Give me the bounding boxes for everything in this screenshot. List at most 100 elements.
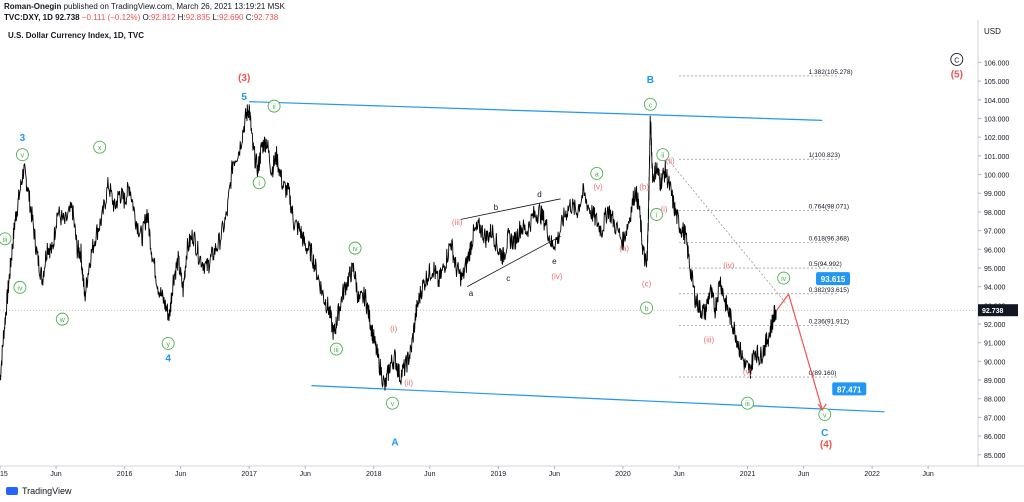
wave-label: e [552,257,557,266]
wave-label: (ii) [404,379,413,388]
wave-label: w [59,317,66,324]
wave-label-circle [818,407,832,421]
price-tick-label: 101.000 [984,154,1009,161]
price-tick-label: 90.000 [984,359,1006,366]
price-tick-label: 103.000 [984,116,1009,123]
channel-line [311,385,885,413]
last-price-badge-label: 92.738 [982,308,1004,315]
fib-level-label: 1(100.823) [809,152,840,159]
wave-label: 3 [20,133,26,144]
price-tick-label: 92.000 [984,322,1006,329]
wave-label: y [166,341,170,348]
wave-label-circle [0,232,12,246]
time-tick-label: 2017 [241,471,257,478]
price-tick-label: 94.000 [984,285,1006,292]
wave-label: v [21,153,25,160]
close-value: 92.738 [253,13,279,22]
wave-label: ii [661,153,665,160]
price-tick-label: 100.000 [984,173,1009,180]
wave-label: v [391,401,395,408]
chart-title: U.S. Dollar Currency Index, 1D, TVC [8,31,145,40]
fib-level-label: 0.5(94.992) [809,261,842,268]
wave-label-circle [348,241,362,255]
price-axis: 106.000 105.000 104.000 103.000 102.000 101.0… [977,20,1018,466]
wave-label: (iii) [452,218,463,227]
wave-label: ii [273,104,277,111]
wave-label: b [494,203,499,212]
wave-label: (3) [238,73,250,84]
wave-label-circle [650,208,664,221]
target-badge-label: 87.471 [837,385,862,394]
wave-label: iii [334,347,339,354]
time-tick-label: Jun [300,471,311,478]
wave-label-circle [15,148,29,162]
wave-label: (v) [743,367,753,376]
tradingview-logo-icon [6,487,18,495]
time-tick-label: Jun [673,471,684,478]
low-value: 92.690 [219,13,244,22]
price-tick-label: 106.000 [984,60,1009,67]
wave-label: iii [3,237,8,244]
wave-label: (i) [390,324,397,333]
wave-label: x [98,145,102,152]
wave-label: (a) [619,244,629,253]
price-layer [0,104,777,391]
publisher-line: Roman-Onegin published on TradingView.co… [4,2,285,12]
price-tick-label: 88.000 [984,397,1006,404]
price-tick-label: 97.000 [984,229,1006,236]
wave-label-circle [252,176,266,190]
wave-label: (4) [820,439,832,450]
price-tick-label: 85.000 [984,453,1006,460]
wave-label: iv [781,276,787,283]
wave-label: iv [17,285,23,292]
triangle-line [467,235,561,287]
time-tick-label: 2016 [117,471,133,478]
forecast-path [775,292,823,411]
price-tick-label: 104.000 [984,98,1009,105]
tradingview-footer[interactable]: TradingView [6,486,72,496]
channel-line [249,101,823,121]
wave-label-circle [267,99,281,113]
wave-label: (i) [660,205,667,214]
wave-label-circle [656,148,670,162]
fib-level-label: 0.618(96.368) [809,235,849,242]
wave-label-circle [590,166,604,180]
time-tick-label: Jun [923,471,934,478]
wave-label-circle [640,301,654,315]
forecast-arrow-head [817,403,827,412]
price-tick-label: 98.000 [984,210,1006,217]
wave-label-layer: 3viiiivxwy4(3)5iiiiviii(i)(ii)vA(iii)abc… [0,52,964,450]
wave-label: 4 [165,353,171,364]
wave-label: a [595,171,599,178]
wave-label: A [391,437,398,448]
wave-label: a [469,289,474,298]
low-label: L: [212,13,220,22]
high-label: H: [177,13,186,22]
time-tick-label: Jun [549,471,560,478]
symbol-label: TVC:DXY, 1D [4,13,53,22]
price-tick-label: 96.000 [984,247,1006,254]
close-label: C: [245,13,254,22]
author-name[interactable]: Roman-Onegin [4,2,62,11]
wave-label: c [506,274,510,283]
time-tick-label: 2021 [740,471,756,478]
wave-label: (v) [593,182,603,191]
wave-label: d [537,190,541,199]
price-tick-label: 86.000 [984,434,1006,441]
publish-info: published on TradingView.com, March 26, … [63,2,285,11]
fib-trend-line [667,159,788,306]
change-value: −0.111 (−0.12%) [81,13,141,22]
time-tick-label: Jun [175,471,186,478]
tradingview-brand: TradingView [22,486,72,496]
time-tick-label: 2019 [491,471,507,478]
currency-label[interactable]: USD [984,27,1001,36]
fib-level-label: 0.236(91.912) [809,319,849,326]
high-value: 92.835 [185,13,211,22]
fib-layer: 1.382(105.278) 1(100.823) 0.764(98.071) 0.6… [667,69,853,378]
wave-label-circle [950,52,964,66]
target-badge-label: 93.615 [821,275,846,284]
price-tick-label: 95.000 [984,266,1006,273]
time-tick-label: Jun [50,471,61,478]
wave-label: (iv) [723,261,734,270]
